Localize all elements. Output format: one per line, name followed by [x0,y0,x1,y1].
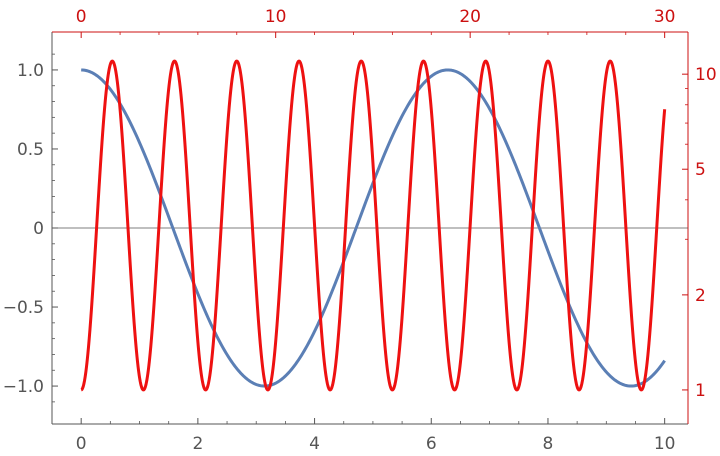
x-top-tick-label: 0 [76,7,87,27]
y-right-tick-label: 10 [695,65,717,85]
x-bottom-tick-label: 8 [543,434,554,454]
y-left-tick-label: −0.5 [3,298,44,318]
y-left-tick-label: 0.5 [17,140,44,160]
x-bottom-tick-label: 10 [654,434,676,454]
series-line-red [80,59,667,392]
y-right-tick-label: 5 [695,160,706,180]
x-bottom-tick-label: 2 [192,434,203,454]
x-bottom-tick-label: 6 [426,434,437,454]
y-left-tick-label: 1.0 [17,61,44,81]
y-left-tick-label: −1.0 [3,377,44,397]
y-left-tick-label: 0 [33,219,44,239]
x-top-tick-label: 30 [654,7,676,27]
x-top-tick-label: 20 [459,7,481,27]
x-bottom-tick-label: 4 [309,434,320,454]
y-right-tick-label: 2 [695,286,706,306]
x-bottom-tick-label: 0 [76,434,87,454]
x-top-tick-label: 10 [265,7,287,27]
y-right-tick-label: 1 [695,381,706,401]
